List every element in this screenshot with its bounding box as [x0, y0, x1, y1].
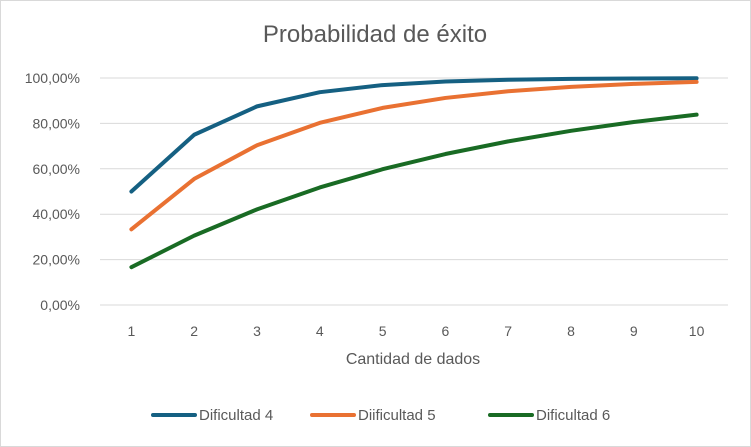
x-axis-label: Cantidad de dados — [346, 351, 480, 368]
x-tick-label: 2 — [190, 323, 198, 339]
y-tick-label: 80,00% — [33, 115, 80, 131]
series-line-2 — [129, 79, 699, 232]
x-tick-label: 6 — [442, 323, 450, 339]
x-tick-label: 5 — [379, 323, 387, 339]
x-tick-label: 4 — [316, 323, 324, 339]
series-line-3 — [129, 112, 699, 270]
x-tick-label: 9 — [630, 323, 638, 339]
y-tick-label: 0,00% — [40, 297, 80, 313]
x-tick-label: 8 — [567, 323, 575, 339]
x-tick-label: 1 — [128, 323, 136, 339]
x-tick-label: 10 — [689, 323, 705, 339]
legend-label: Diificultad 5 — [358, 407, 436, 424]
y-tick-label: 60,00% — [33, 161, 80, 177]
y-tick-label: 40,00% — [33, 206, 80, 222]
x-axis-ticks: 1 2 3 4 5 6 7 8 9 10 — [128, 323, 705, 339]
series-lines — [129, 76, 699, 270]
x-tick-label: 7 — [504, 323, 512, 339]
legend-label: Dificultad 4 — [199, 407, 273, 424]
y-tick-label: 20,00% — [33, 252, 80, 268]
legend: Dificultad 4 Diificultad 5 Dificultad 6 — [151, 407, 610, 424]
y-axis-ticks: 0,00% 20,00% 40,00% 60,00% 80,00% 100,00% — [25, 70, 80, 313]
y-tick-label: 100,00% — [25, 70, 80, 86]
series-line-1 — [129, 76, 699, 194]
x-tick-label: 3 — [253, 323, 261, 339]
chart-title: Probabilidad de éxito — [263, 21, 487, 48]
gridlines — [100, 77, 728, 306]
legend-label: Dificultad 6 — [536, 407, 610, 424]
